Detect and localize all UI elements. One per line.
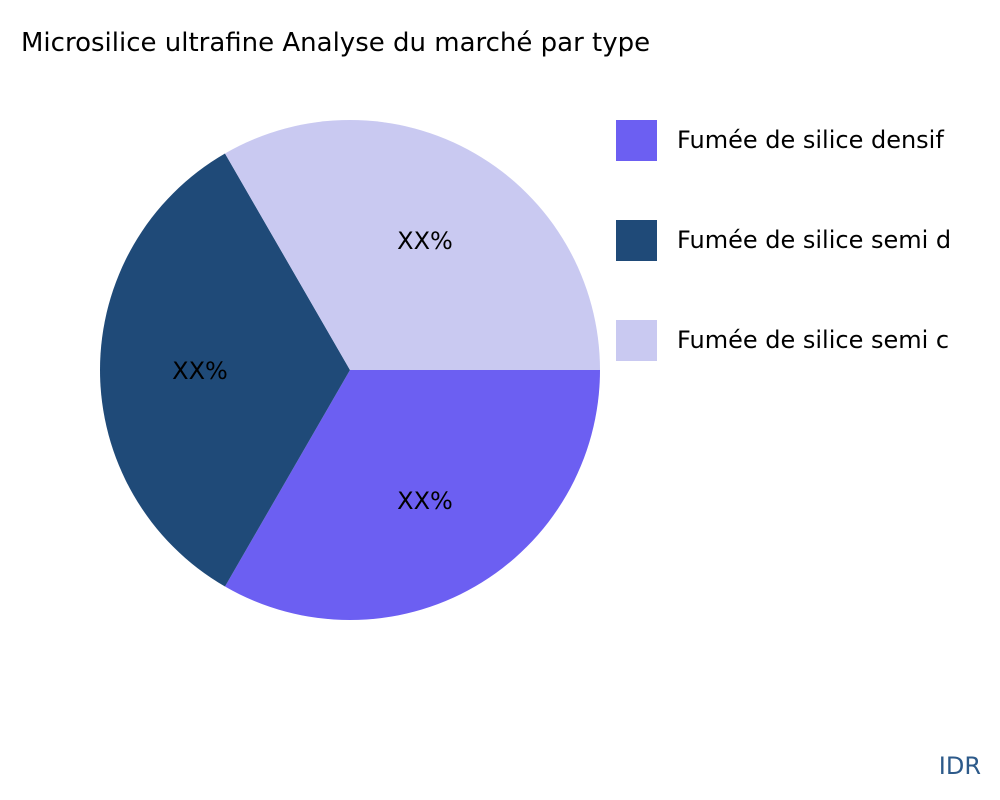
legend-swatch xyxy=(616,219,657,261)
legend-item[interactable]: Fumée de silice semi d xyxy=(616,219,952,261)
legend-swatch xyxy=(616,119,657,161)
legend-label: Fumée de silice semi d xyxy=(677,226,952,254)
legend-swatch xyxy=(616,319,657,361)
pie-slice[interactable] xyxy=(225,119,600,370)
chart-title: Microsilice ultrafine Analyse du marché … xyxy=(21,28,651,58)
pie-slice[interactable] xyxy=(225,370,600,620)
watermark: IDR xyxy=(938,752,981,780)
slice-label: XX% xyxy=(172,357,228,385)
legend-label: Fumée de silice semi c xyxy=(677,326,950,354)
legend-label: Fumée de silice densif xyxy=(677,126,944,154)
slice-label: XX% xyxy=(397,487,453,515)
legend-item[interactable]: Fumée de silice densif xyxy=(616,119,944,161)
legend-item[interactable]: Fumée de silice semi c xyxy=(616,319,950,361)
slice-label: XX% xyxy=(397,227,453,255)
